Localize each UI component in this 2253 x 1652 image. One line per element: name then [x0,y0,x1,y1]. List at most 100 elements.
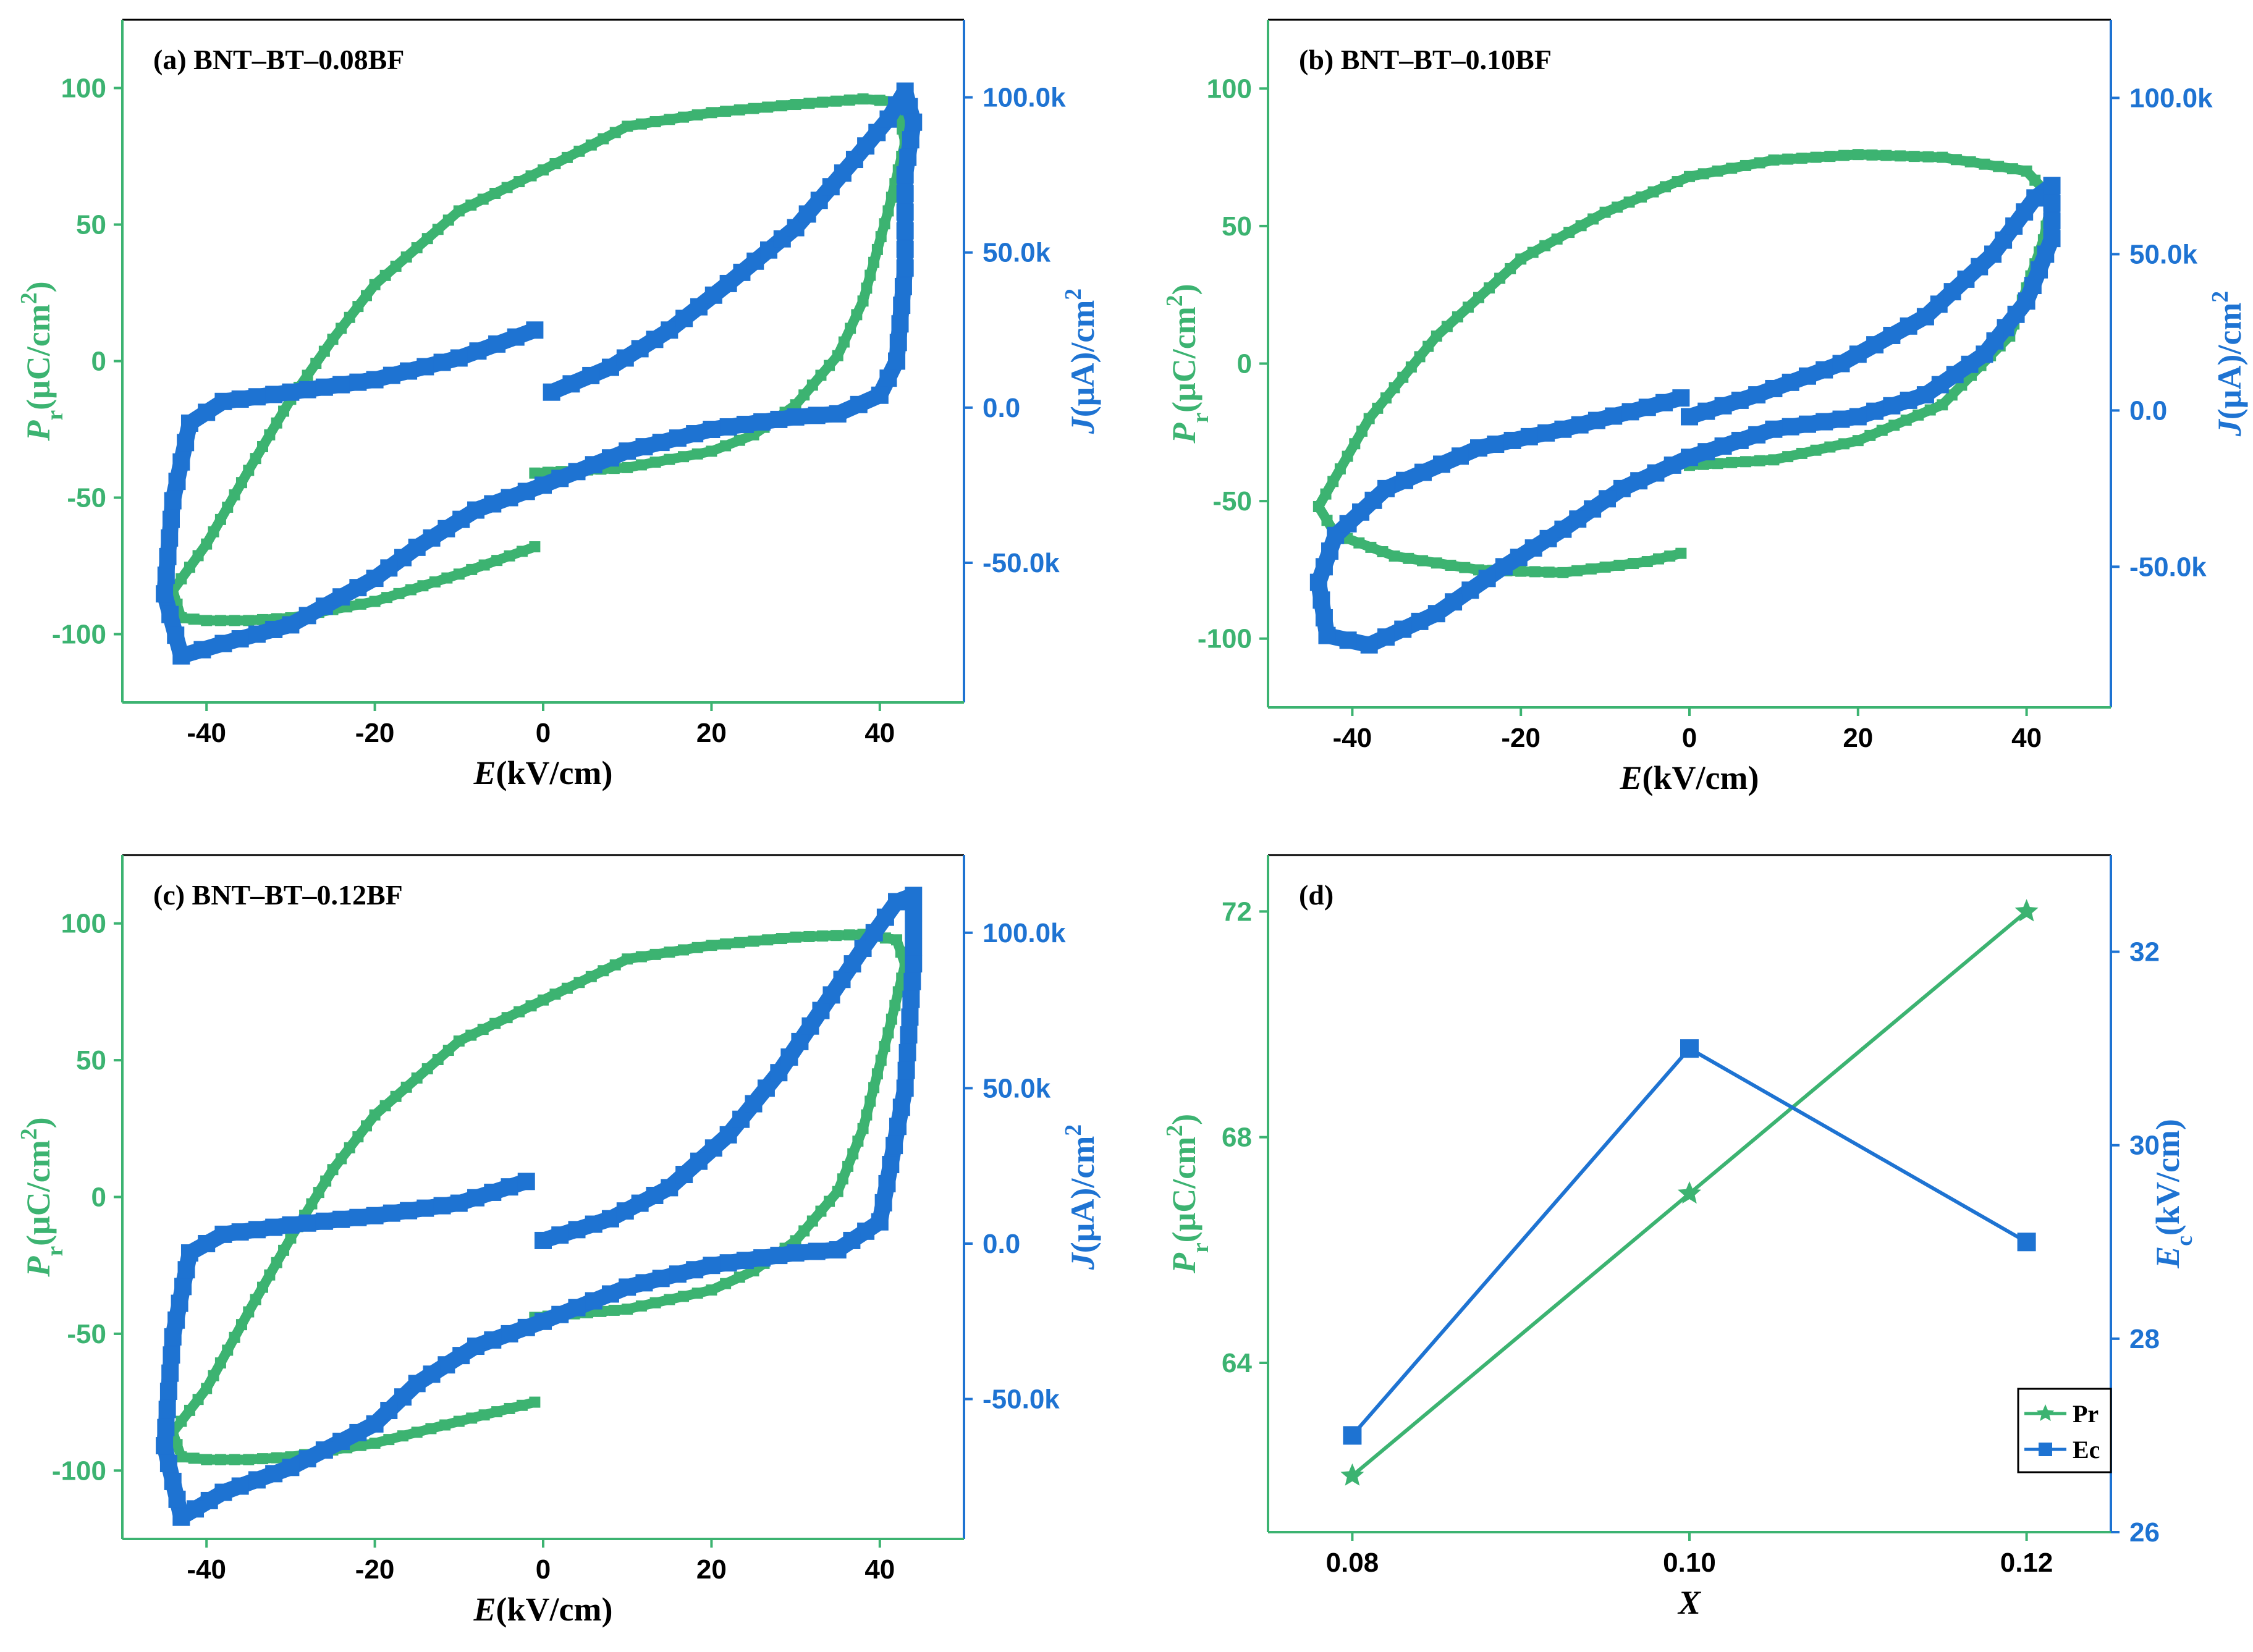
y-left-tick-label: 68 [1222,1123,1252,1153]
y-right-tick-label: 0.0 [2129,395,2167,426]
loop-point [905,113,923,131]
loop-point [1754,455,1765,466]
x-tick-label: -40 [187,718,226,748]
loop-point [491,555,503,567]
loop-point [733,434,745,446]
loop-point [1377,546,1389,558]
loop-point [1852,149,1864,161]
loop-point [806,379,818,391]
loop-point [1613,479,1631,497]
loop-point [1754,157,1765,169]
loop-point [776,100,787,112]
loop-point [1796,153,1807,164]
loop-point [1768,154,1780,166]
loop-point [1621,403,1639,421]
loop-point [439,1419,451,1431]
loop-point [535,476,552,494]
loop-point [177,1261,195,1279]
loop-point [1575,220,1587,232]
loop-point [201,538,213,550]
loop-point [416,1199,434,1217]
y-left-tick-label: 64 [1222,1348,1252,1378]
loop-point [159,547,177,565]
loop-point [652,1270,670,1287]
loop-point [1411,612,1429,630]
y-right-tick-label: 32 [2129,937,2160,967]
loop-point [1660,181,1672,193]
loop-point [1796,447,1807,459]
loop-point [193,641,211,659]
loop-point [832,350,843,361]
loop-point [1478,570,1496,588]
loop-point [231,1223,249,1241]
loop-point [770,410,788,428]
loop-point [1487,436,1505,453]
loop-point [1748,426,1766,444]
loop-point [871,243,883,255]
loop-point [201,1383,213,1394]
loop-point [1641,556,1653,568]
loop-point [1623,196,1635,208]
loop-point [733,104,745,116]
current-density-series [156,82,923,665]
y-right-tick-label: 100.0k [2129,83,2213,113]
loop-point [442,1045,454,1056]
loop-point [229,1331,240,1343]
loop-point [1537,424,1555,442]
loop-point [776,933,787,945]
loop-point [298,607,316,625]
loop-point [1647,186,1659,198]
loop-point [1664,550,1676,562]
loop-point [852,1136,864,1147]
loop-point [664,946,675,958]
loop-point [1765,379,1783,397]
loop-point [484,1331,502,1349]
loop-point [585,456,602,474]
loop-point [248,1221,266,1239]
loop-point [248,1471,266,1489]
loop-point [1739,159,1751,171]
loop-point [886,1137,903,1155]
loop-point [390,1090,402,1102]
loop-point [619,1278,636,1296]
loop-point [857,1123,869,1134]
y-left-tick-label: -50 [67,483,106,513]
loop-point [271,1257,282,1268]
loop-point [1470,439,1487,457]
loop-point [1380,392,1392,404]
loop-point [1321,542,1339,560]
loop-point [1931,376,1949,394]
loop-point [573,977,585,988]
loop-point [703,421,721,438]
loop-point [501,182,513,193]
loop-point [1515,253,1527,265]
loop-point [622,120,633,132]
loop-point [664,114,675,125]
loop-point [1414,463,1432,481]
loop-point [568,463,586,481]
loop-point [1612,201,1623,213]
loop-point [898,1043,916,1061]
loop-point [845,322,856,334]
loop-point [1585,563,1597,575]
loop-point [601,449,619,467]
loop-point [622,461,633,473]
loop-point [1866,402,1884,420]
loop-point [601,358,619,376]
loop-point [514,1006,525,1018]
loop-point [423,1365,441,1383]
legend-label: Ec [2073,1436,2100,1464]
loop-point [501,1178,518,1196]
loop-point [1832,410,1850,428]
loop-point [282,616,300,634]
loop-point [1414,351,1426,363]
loop-point [504,550,515,562]
loop-point [649,948,661,960]
loop-point [879,218,890,230]
loop-point [1946,389,1958,401]
loop-point [1824,151,1836,162]
loop-point [538,164,549,176]
loop-point [646,331,664,348]
y-right-tick-label: 0.0 [983,393,1020,423]
loop-point [175,573,187,584]
